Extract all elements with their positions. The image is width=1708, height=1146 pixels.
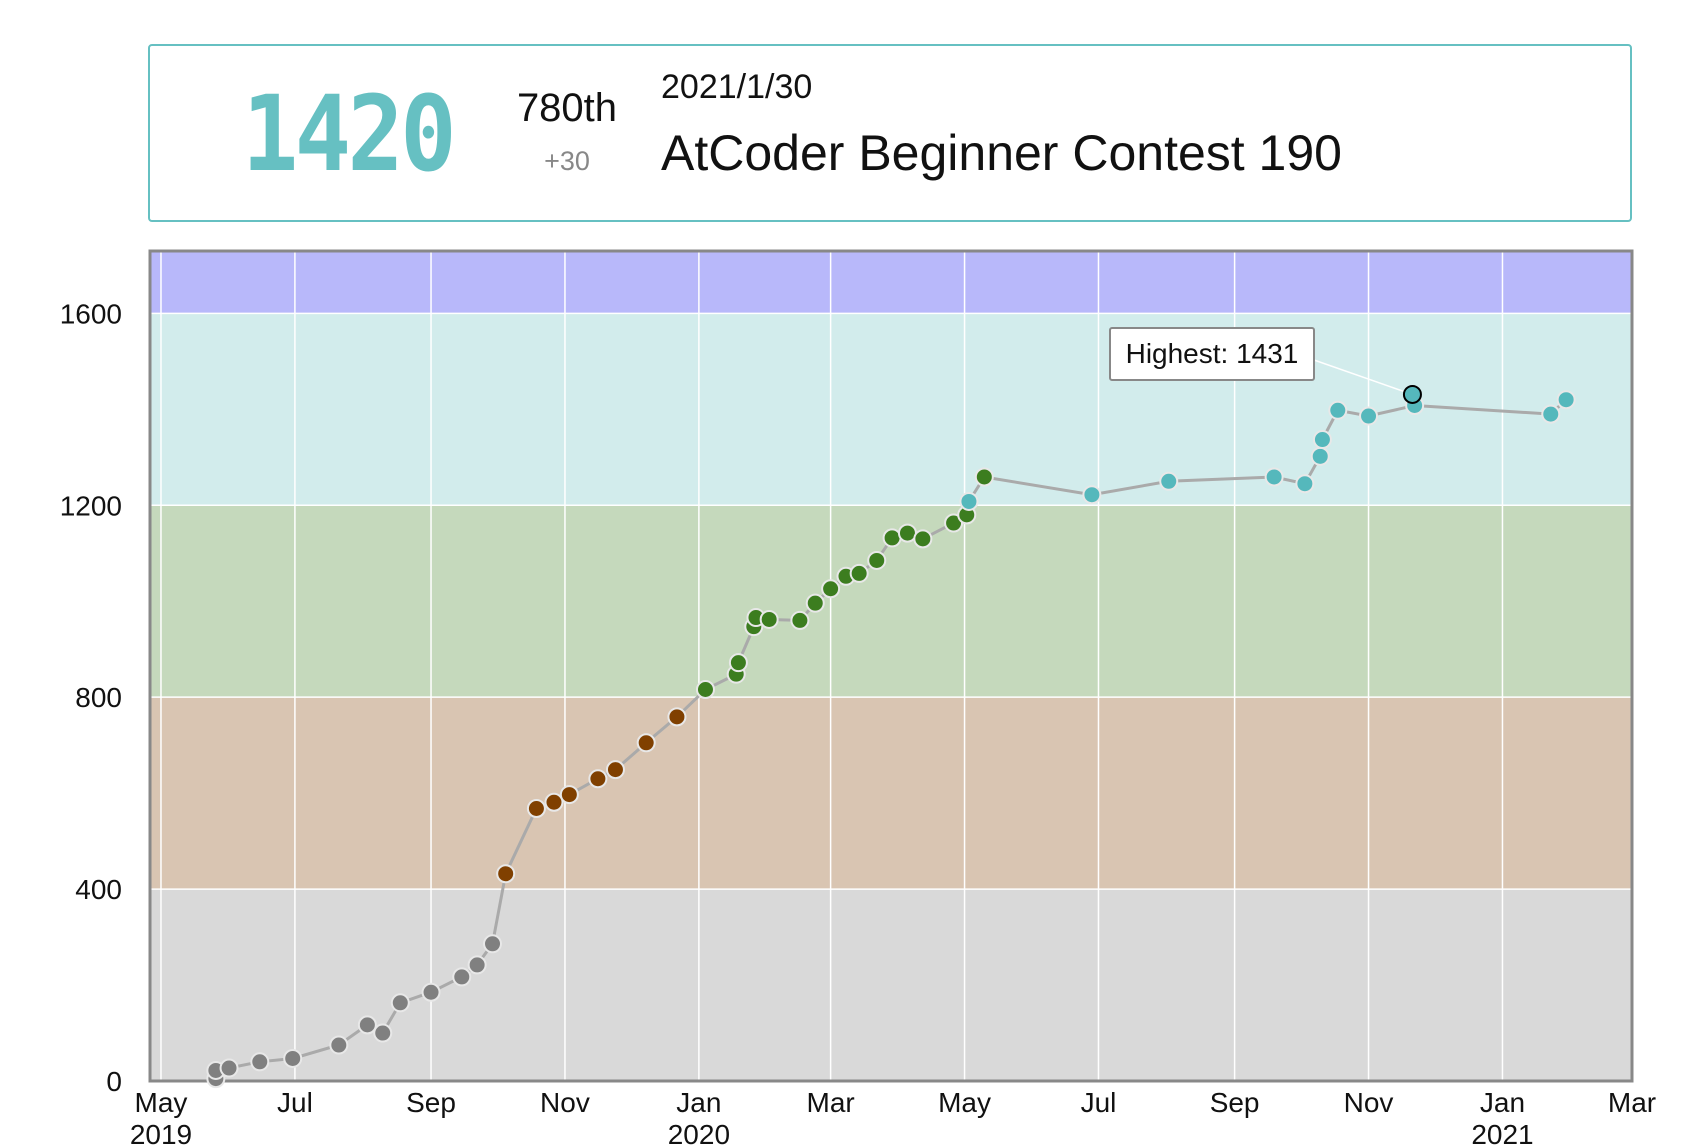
contest-name: AtCoder Beginner Contest 190 xyxy=(661,125,1342,181)
rating-point xyxy=(390,993,410,1013)
rating-band xyxy=(150,889,1632,1081)
rating-point xyxy=(526,798,546,818)
rating-point xyxy=(821,579,841,599)
rating-point xyxy=(1310,446,1330,466)
rating-value: 1420 xyxy=(242,73,457,195)
rating-point xyxy=(974,467,994,487)
x-tick-label: Jan xyxy=(676,1087,721,1118)
y-tick-labels: 0 400 800 1200 1600 xyxy=(60,298,122,1097)
x-tick-label: Mar xyxy=(807,1087,855,1118)
rating-point xyxy=(728,653,748,673)
rating-point xyxy=(1295,474,1315,494)
x-tick-label: Nov xyxy=(540,1087,590,1118)
rating-point xyxy=(357,1015,377,1035)
x-tick-label: Sep xyxy=(406,1087,456,1118)
rating-point xyxy=(790,610,810,630)
x-tick-label: Mar xyxy=(1608,1087,1656,1118)
rating-point xyxy=(1359,406,1379,426)
x-tick-year-label: 2019 xyxy=(130,1119,192,1146)
y-tick-label: 400 xyxy=(75,874,122,905)
rating-point xyxy=(1264,467,1284,487)
y-tick-label: 1600 xyxy=(60,298,122,329)
x-tick-year-label: 2021 xyxy=(1471,1119,1533,1146)
highest-annotation: Highest: 1431 xyxy=(1109,327,1422,404)
rating-point xyxy=(1159,471,1179,491)
rating-band xyxy=(150,697,1632,890)
rating-point xyxy=(1328,400,1348,420)
rating-point xyxy=(588,769,608,789)
rating-point xyxy=(1556,390,1576,410)
rating-points xyxy=(206,390,1576,1089)
contest-date: 2021/1/30 xyxy=(661,68,813,106)
place-value: 780th xyxy=(516,86,618,130)
rating-point xyxy=(496,864,516,884)
y-tick-label: 1200 xyxy=(60,490,122,521)
rating-band xyxy=(150,251,1632,314)
rating-point xyxy=(544,792,564,812)
rating-band xyxy=(150,313,1632,506)
highest-point xyxy=(1402,384,1422,404)
highest-label-box xyxy=(1109,327,1315,381)
rating-point xyxy=(867,550,887,570)
rating-point xyxy=(605,760,625,780)
x-tick-year-label: 2020 xyxy=(668,1119,730,1146)
rating-point xyxy=(219,1058,239,1078)
rating-point xyxy=(250,1052,270,1072)
rating-point xyxy=(913,529,933,549)
x-tick-label: Jul xyxy=(277,1087,313,1118)
rating-point xyxy=(695,680,715,700)
x-tick-label: May xyxy=(135,1087,188,1118)
plot-frame xyxy=(148,249,1634,1083)
rating-point xyxy=(421,982,441,1002)
x-tick-label: Jan xyxy=(1480,1087,1525,1118)
rating-point xyxy=(1312,430,1332,450)
x-tick-label: Sep xyxy=(1210,1087,1260,1118)
y-tick-label: 800 xyxy=(75,682,122,713)
rating-point xyxy=(805,593,825,613)
x-tick-label: Nov xyxy=(1344,1087,1394,1118)
rating-point xyxy=(959,491,979,511)
y-tick-label: 0 xyxy=(106,1066,122,1097)
rating-point xyxy=(849,563,869,583)
rating-point xyxy=(483,934,503,954)
rating-bands xyxy=(150,251,1632,1081)
highest-pointer-line xyxy=(1313,359,1413,396)
rating-point xyxy=(1082,485,1102,505)
contest-status-box: 1420 780th +30 2021/1/30 AtCoder Beginne… xyxy=(148,44,1632,222)
x-tick-label: Jul xyxy=(1081,1087,1117,1118)
rating-point xyxy=(559,785,579,805)
rating-point xyxy=(467,955,487,975)
x-tick-label: May xyxy=(938,1087,991,1118)
rating-point xyxy=(667,707,687,727)
rating-point xyxy=(283,1048,303,1068)
rating-point xyxy=(373,1023,393,1043)
rating-point xyxy=(759,609,779,629)
rating-point xyxy=(636,733,656,753)
rating-point xyxy=(329,1035,349,1055)
rating-diff: +30 xyxy=(544,146,590,176)
grid-lines xyxy=(150,251,1632,1081)
rating-point xyxy=(1541,404,1561,424)
rating-point xyxy=(452,967,472,987)
highest-label: Highest: 1431 xyxy=(1126,338,1299,369)
